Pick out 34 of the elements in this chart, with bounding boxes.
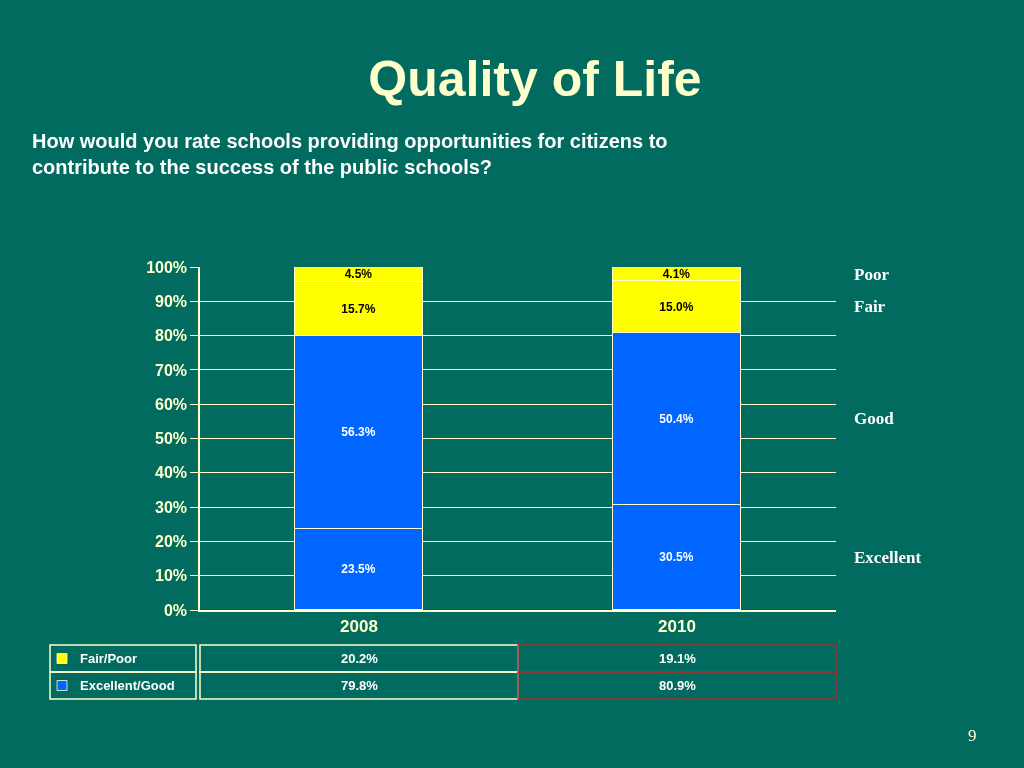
y-tick-label: 60% [155, 395, 188, 413]
x-tick-label: 2010 [658, 617, 696, 637]
y-tick-label: 30% [155, 498, 188, 516]
legend-label: Fair/Poor [80, 651, 138, 666]
y-tick-label: 100% [146, 258, 188, 276]
text: 9 [968, 726, 977, 745]
text: Fair [854, 297, 886, 316]
text: Excellent [854, 548, 922, 567]
text: 19.1% [659, 651, 697, 666]
text: 20.2% [341, 651, 379, 666]
y-tick-label: 20% [155, 533, 188, 550]
data-label: 15.7% [341, 301, 376, 316]
text: Good [854, 409, 895, 428]
y-tick-label: 50% [155, 430, 188, 448]
text: Poor [854, 265, 890, 284]
y-tick-label: 40% [155, 464, 188, 482]
y-tick-label: 80% [155, 327, 188, 345]
y-tick-label: 10% [155, 567, 188, 585]
y-tick-label: 90% [155, 292, 188, 310]
data-label: 15.0% [659, 299, 694, 314]
data-label: 23.5% [341, 562, 376, 576]
y-tick-label: 70% [155, 361, 188, 379]
text: 79.8% [341, 678, 379, 693]
data-label: 4.1% [662, 266, 691, 281]
x-tick-label: 2008 [340, 617, 378, 637]
chart-subtitle: How would you rate schools providing opportunities for citizens to contribute to the success of the public schools? [32, 130, 668, 178]
chart-title: Quality of Life [368, 50, 702, 107]
data-label: 4.5% [344, 267, 373, 281]
legend-label: Excellent/Good [80, 678, 175, 693]
data-label: 56.3% [341, 425, 376, 439]
text: 80.9% [659, 678, 697, 693]
data-label: 50.4% [659, 411, 694, 426]
data-label: 30.5% [659, 550, 694, 564]
y-tick-label: 0% [163, 601, 188, 619]
